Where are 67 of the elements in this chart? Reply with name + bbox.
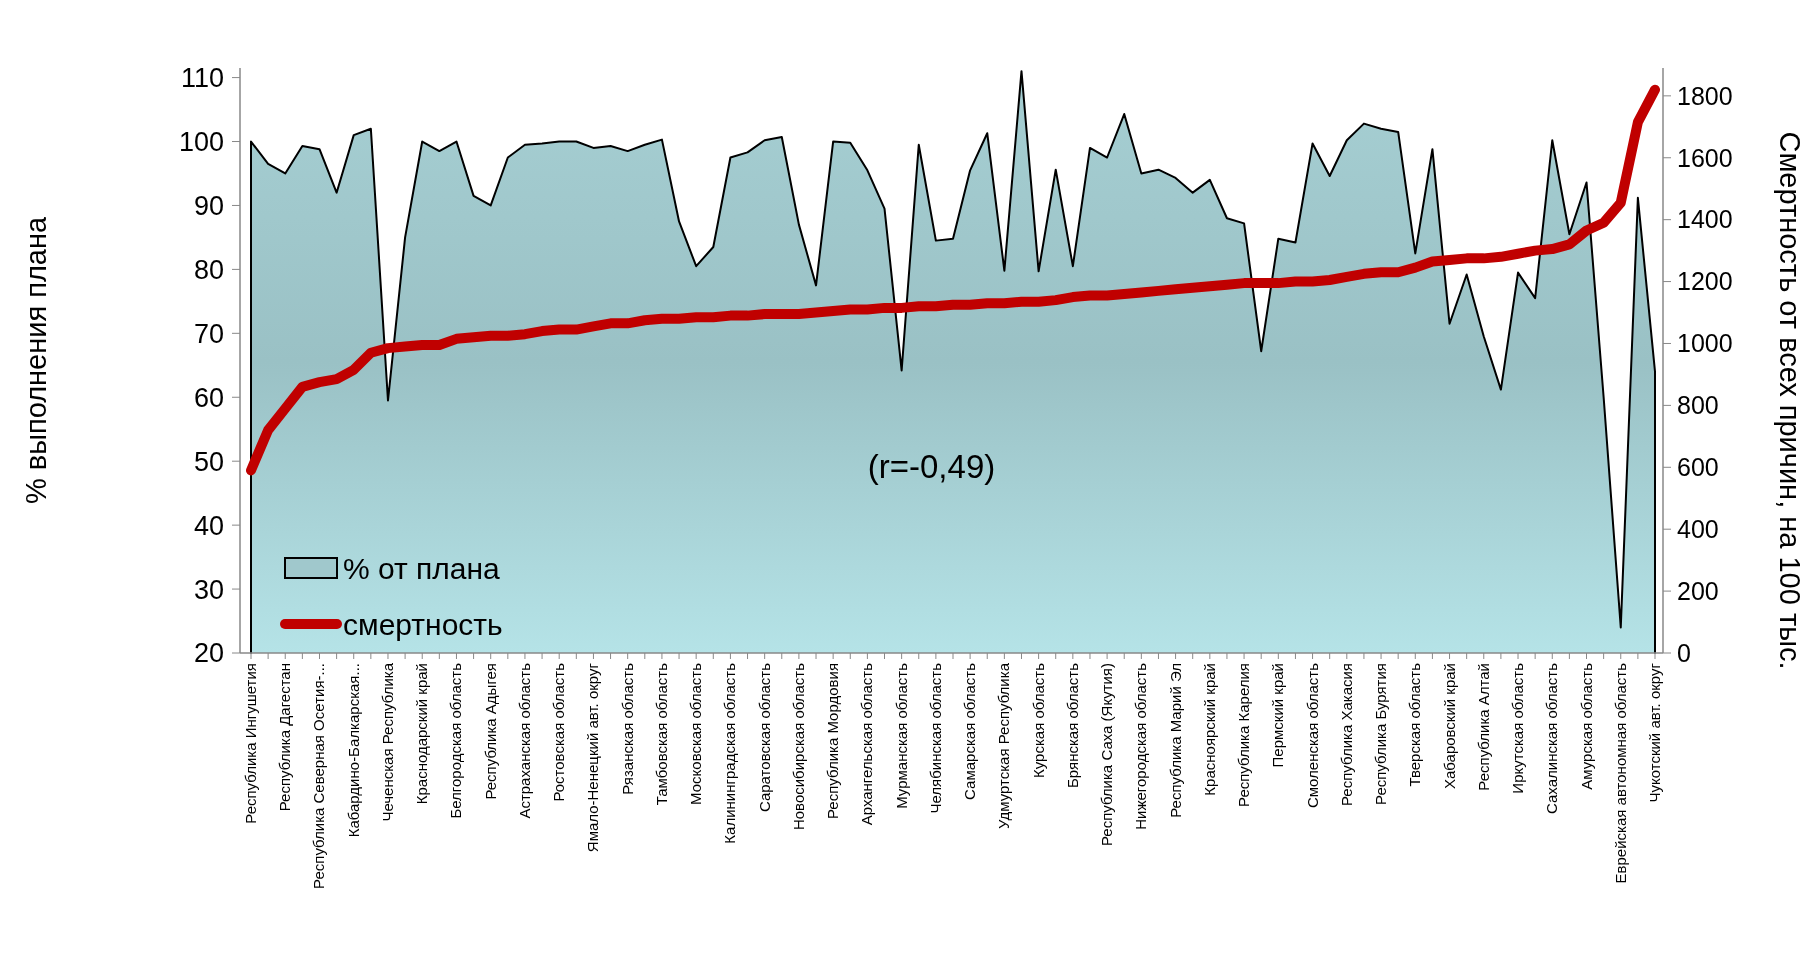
y2-tick-label: 600 xyxy=(1677,453,1719,482)
x-tick-label: Республика Дагестан xyxy=(276,663,294,812)
x-tick-label: Саратовская область xyxy=(755,662,773,813)
x-tick-label: Брянская область xyxy=(1063,662,1081,788)
y-tick-label: 40 xyxy=(193,510,224,541)
x-tick-label: Республика Ингушетия xyxy=(242,663,259,824)
x-tick-label: Ростовская область xyxy=(550,662,568,802)
y-tick-label: 110 xyxy=(180,63,224,94)
legend-label: % от плана xyxy=(343,551,501,585)
y2-tick-label: 1600 xyxy=(1677,143,1733,172)
x-tick-label: Республика Алтай xyxy=(1474,663,1492,791)
x-tick-label: Архангельская область xyxy=(858,662,876,826)
x-tick-label: Тамбовская область xyxy=(652,662,670,806)
x-tick-label: Республика Адыгея xyxy=(481,663,499,800)
y-tick-label: 90 xyxy=(193,190,224,221)
y-tick-label: 60 xyxy=(193,382,224,413)
y2-axis-title: Смертность от всех причин, на 100 тыс. xyxy=(1774,131,1806,670)
x-tick-label: Московская область xyxy=(687,662,705,805)
y-tick-label: 80 xyxy=(193,254,224,285)
x-tick-label: Республика Саха (Якутия) xyxy=(1098,663,1116,847)
y-tick-label: 30 xyxy=(193,574,224,605)
x-tick-label: Самарская область xyxy=(961,662,979,800)
x-tick-label: Тверская область xyxy=(1406,662,1424,787)
x-tick-label: Республика Северная Осетия-... xyxy=(310,663,328,889)
x-tick-label: Удмуртская Республика xyxy=(995,662,1013,829)
x-tick-label: Чукотский авт. округ xyxy=(1646,662,1663,803)
x-tick-label: Иркутская область xyxy=(1509,662,1527,794)
x-tick-label: Нижегородская область xyxy=(1132,662,1150,830)
y2-tick-label: 200 xyxy=(1677,576,1719,605)
y2-tick-label: 0 xyxy=(1677,638,1691,667)
x-tick-label: Республика Мордовия xyxy=(824,663,842,819)
y-tick-label: 70 xyxy=(193,318,224,349)
x-tick-label: Кабардино-Балкарская... xyxy=(344,663,362,838)
y2-tick-label: 400 xyxy=(1677,514,1719,543)
y2-tick-label: 1800 xyxy=(1677,81,1733,110)
x-tick-label: Республика Карелия xyxy=(1235,663,1253,807)
x-tick-label: Белгородская область xyxy=(447,662,465,819)
x-tick-label: Хабаровский край xyxy=(1440,663,1458,790)
y-tick-label: 20 xyxy=(193,638,224,669)
y-axis-title: % выполнения плана xyxy=(20,216,52,505)
x-tick-label: Пермский край xyxy=(1269,663,1287,768)
x-tick-label: Новосибирская область xyxy=(789,662,807,831)
legend-label: смертность xyxy=(343,607,503,641)
y2-tick-label: 1400 xyxy=(1677,205,1733,234)
x-tick-label: Еврейская автономная область xyxy=(1611,662,1629,884)
x-tick-label: Ямало-Ненецкий авт. округ xyxy=(584,662,602,853)
x-tick-label: Калининградская область xyxy=(721,662,739,844)
annotation: (r=-0,49) xyxy=(867,447,996,485)
x-tick-label: Республика Марий Эл xyxy=(1166,663,1184,818)
x-tick-label: Мурманская область xyxy=(892,662,910,809)
y-tick-label: 100 xyxy=(178,126,224,157)
x-tick-label: Чеченская Республика xyxy=(378,662,396,822)
y2-tick-label: 1000 xyxy=(1677,329,1733,358)
y2-tick-label: 1200 xyxy=(1677,267,1733,296)
x-tick-label: Республика Бурятия xyxy=(1372,663,1390,805)
x-tick-label: Астраханская область xyxy=(515,662,533,819)
x-tick-label: Курская область xyxy=(1029,662,1047,778)
x-tick-label: Челябинская область xyxy=(926,662,944,814)
x-tick-label: Рязанская область xyxy=(618,662,636,795)
x-tick-label: Сахалинская область xyxy=(1543,662,1561,814)
x-tick-label: Красноярский край xyxy=(1200,663,1218,796)
x-tick-label: Амурская область xyxy=(1577,662,1595,790)
x-tick-label: Республика Хакасия xyxy=(1337,663,1355,807)
x-tick-label: Смоленская область xyxy=(1303,662,1321,809)
y-tick-label: 50 xyxy=(193,446,224,477)
x-tick-label: Краснодарский край xyxy=(413,663,431,805)
y2-tick-label: 800 xyxy=(1677,391,1719,420)
